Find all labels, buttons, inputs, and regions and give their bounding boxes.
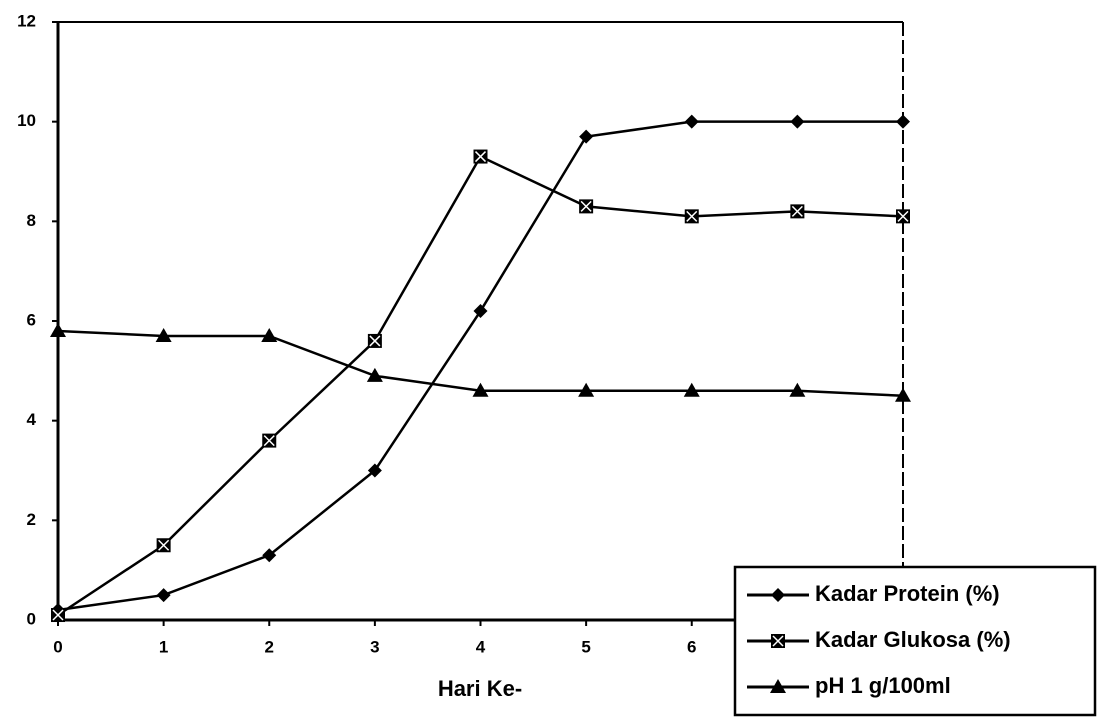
marker bbox=[156, 588, 171, 603]
marker-cross bbox=[772, 635, 784, 647]
marker bbox=[579, 129, 594, 144]
marker-cross bbox=[474, 151, 487, 163]
marker bbox=[896, 114, 910, 129]
marker bbox=[367, 463, 382, 478]
marker bbox=[790, 114, 805, 129]
x-tick-label: 6 bbox=[687, 637, 696, 656]
y-tick-label: 0 bbox=[27, 609, 36, 628]
marker bbox=[790, 204, 805, 219]
marker-cross bbox=[158, 539, 170, 551]
marker-cross bbox=[52, 609, 64, 621]
marker bbox=[262, 548, 277, 563]
y-tick-label: 2 bbox=[27, 510, 36, 529]
marker bbox=[472, 382, 489, 397]
marker bbox=[684, 209, 699, 224]
marker bbox=[261, 327, 278, 342]
marker bbox=[50, 322, 66, 337]
marker bbox=[789, 382, 806, 397]
x-tick-label: 5 bbox=[581, 637, 590, 656]
marker bbox=[896, 209, 910, 224]
y-tick-label: 8 bbox=[27, 211, 36, 230]
marker-cross bbox=[897, 210, 909, 222]
marker bbox=[683, 382, 700, 397]
marker bbox=[262, 433, 277, 448]
x-tick-label: 3 bbox=[370, 637, 379, 656]
marker bbox=[771, 634, 785, 648]
x-tick-label: 4 bbox=[476, 637, 486, 656]
marker bbox=[895, 387, 911, 402]
marker-cross bbox=[791, 205, 803, 217]
marker bbox=[770, 679, 786, 693]
x-axis-title: Hari Ke- bbox=[438, 676, 522, 701]
marker-cross bbox=[580, 200, 592, 212]
marker bbox=[473, 304, 488, 319]
y-tick-label: 10 bbox=[17, 111, 36, 130]
marker bbox=[366, 367, 383, 382]
marker bbox=[579, 199, 594, 214]
marker bbox=[156, 538, 171, 553]
y-tick-label: 4 bbox=[27, 410, 37, 429]
marker-cross bbox=[369, 335, 381, 347]
marker-cross bbox=[686, 210, 698, 222]
marker-cross bbox=[263, 435, 275, 447]
marker bbox=[473, 149, 488, 164]
x-tick-label: 1 bbox=[159, 637, 168, 656]
legend-label: Kadar Protein (%) bbox=[815, 581, 1000, 606]
marker bbox=[367, 333, 382, 348]
legend-label: Kadar Glukosa (%) bbox=[815, 627, 1011, 652]
legend-label: pH 1 g/100ml bbox=[815, 673, 951, 698]
marker bbox=[155, 327, 172, 342]
marker bbox=[771, 588, 785, 602]
y-tick-label: 6 bbox=[27, 310, 36, 329]
marker bbox=[684, 114, 699, 129]
x-tick-label: 2 bbox=[265, 637, 274, 656]
y-tick-label: 12 bbox=[17, 11, 36, 30]
marker bbox=[578, 382, 595, 397]
x-tick-label: 0 bbox=[53, 637, 62, 656]
marker bbox=[51, 608, 65, 623]
